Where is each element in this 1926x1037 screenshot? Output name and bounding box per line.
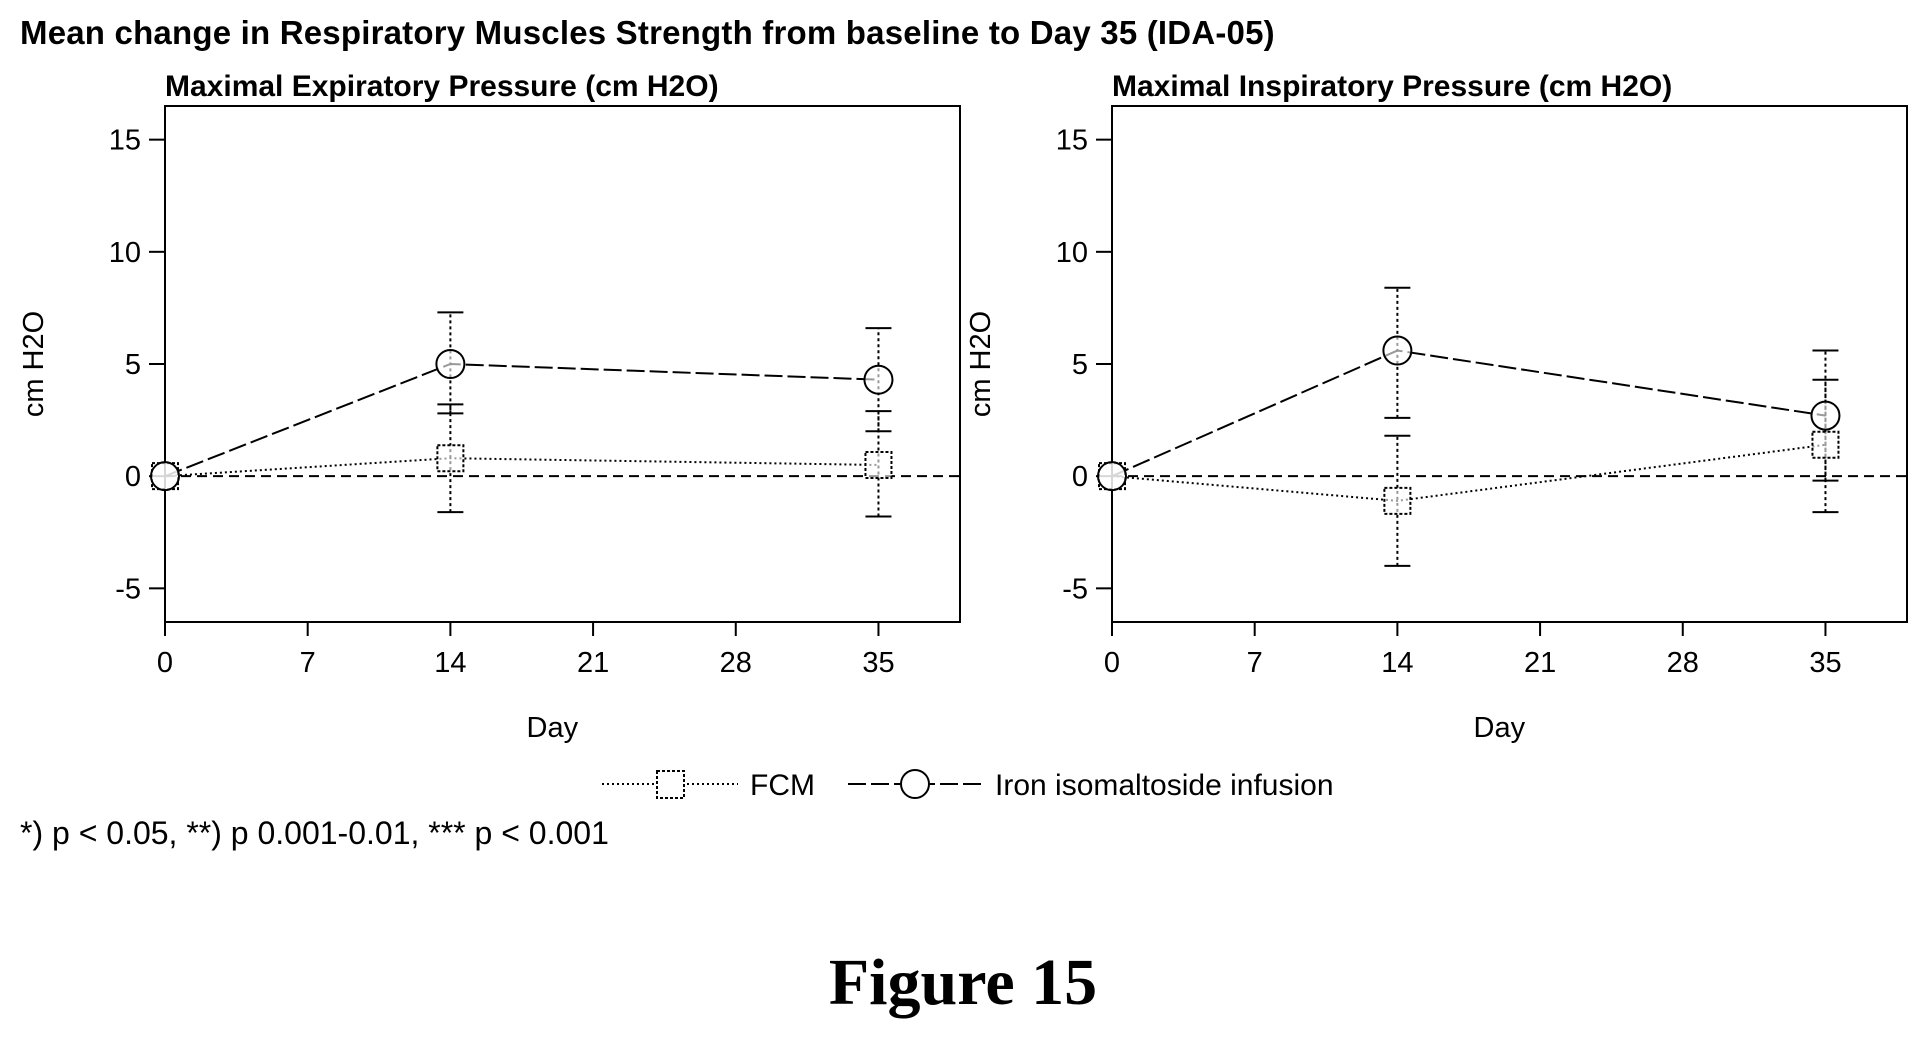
mep-chart-title: Maximal Expiratory Pressure (cm H2O): [165, 70, 719, 103]
mip-y-tick-label: 5: [1072, 349, 1088, 381]
mep-plot-frame: [164, 105, 961, 623]
mep-fcm-series-line: [164, 457, 879, 478]
mep-x-tick-label: 35: [862, 647, 894, 679]
mip-y-axis-label: cm H2O: [965, 311, 997, 417]
mip-x-axis-label: Day: [1474, 712, 1526, 744]
mip-iron-data-point: [1810, 400, 1841, 431]
legend: FCM Iron isomaltoside infusion: [602, 769, 1334, 802]
mip-chart-panel: Maximal Inspiratory Pressure (cm H2O) Da…: [965, 70, 1908, 744]
mip-iron-data-point: [1382, 335, 1413, 366]
figure-label: Figure 15: [828, 946, 1098, 1019]
mip-plot-frame: [1111, 105, 1908, 623]
mep-iron-data-point: [435, 349, 466, 379]
mip-y-tick-label: -5: [1062, 573, 1088, 605]
mep-y-axis-label: cm H2O: [18, 311, 50, 417]
mep-x-axis-label: Day: [527, 712, 579, 744]
main-title: Mean change in Respiratory Muscles Stren…: [20, 14, 1275, 51]
mep-fcm-data-point: [436, 444, 465, 473]
mep-iron-data-point: [150, 461, 180, 492]
mip-x-tick-label: 35: [1809, 647, 1841, 679]
significance-footnote: *) p < 0.05, **) p 0.001-0.01, *** p < 0…: [20, 815, 609, 851]
legend-iron-circle-marker: [900, 769, 930, 799]
mep-chart-panel: Maximal Expiratory Pressure (cm H2O) Day…: [18, 70, 961, 744]
mip-chart-title: Maximal Inspiratory Pressure (cm H2O): [1112, 70, 1672, 103]
mip-fcm-series-line: [1111, 443, 1826, 502]
mip-x-tick-label: 7: [1247, 647, 1263, 679]
mep-y-tick-label: 15: [109, 125, 141, 157]
mip-y-tick-label: 10: [1056, 237, 1088, 269]
mip-fcm-data-point: [1811, 430, 1840, 459]
mep-x-tick-label: 28: [720, 647, 752, 679]
mip-x-tick-label: 14: [1381, 647, 1413, 679]
mep-iron-data-point: [863, 364, 894, 395]
mep-y-tick-label: 10: [109, 237, 141, 269]
mep-y-tick-label: -5: [115, 573, 141, 605]
mip-x-tick-label: 28: [1667, 647, 1699, 679]
mip-x-tick-label: 0: [1104, 647, 1120, 679]
legend-fcm-square-marker: [656, 770, 685, 799]
mip-iron-data-point: [1097, 461, 1127, 492]
mip-x-tick-label: 21: [1524, 647, 1556, 679]
mep-iron-series-line: [164, 362, 879, 478]
mip-fcm-data-point: [1383, 486, 1412, 515]
mip-y-tick-label: 15: [1056, 125, 1088, 157]
mep-fcm-data-point: [864, 450, 893, 479]
mep-x-tick-label: 7: [300, 647, 316, 679]
mip-y-tick-label: 0: [1072, 461, 1088, 493]
mep-x-tick-label: 21: [577, 647, 609, 679]
legend-iron-label: Iron isomaltoside infusion: [995, 769, 1334, 802]
mep-y-tick-label: 5: [125, 349, 141, 381]
legend-fcm-label: FCM: [750, 769, 815, 802]
mep-x-tick-label: 14: [434, 647, 466, 679]
mep-x-tick-label: 0: [157, 647, 173, 679]
mip-iron-series-line: [1111, 349, 1826, 478]
mep-y-tick-label: 0: [125, 461, 141, 493]
